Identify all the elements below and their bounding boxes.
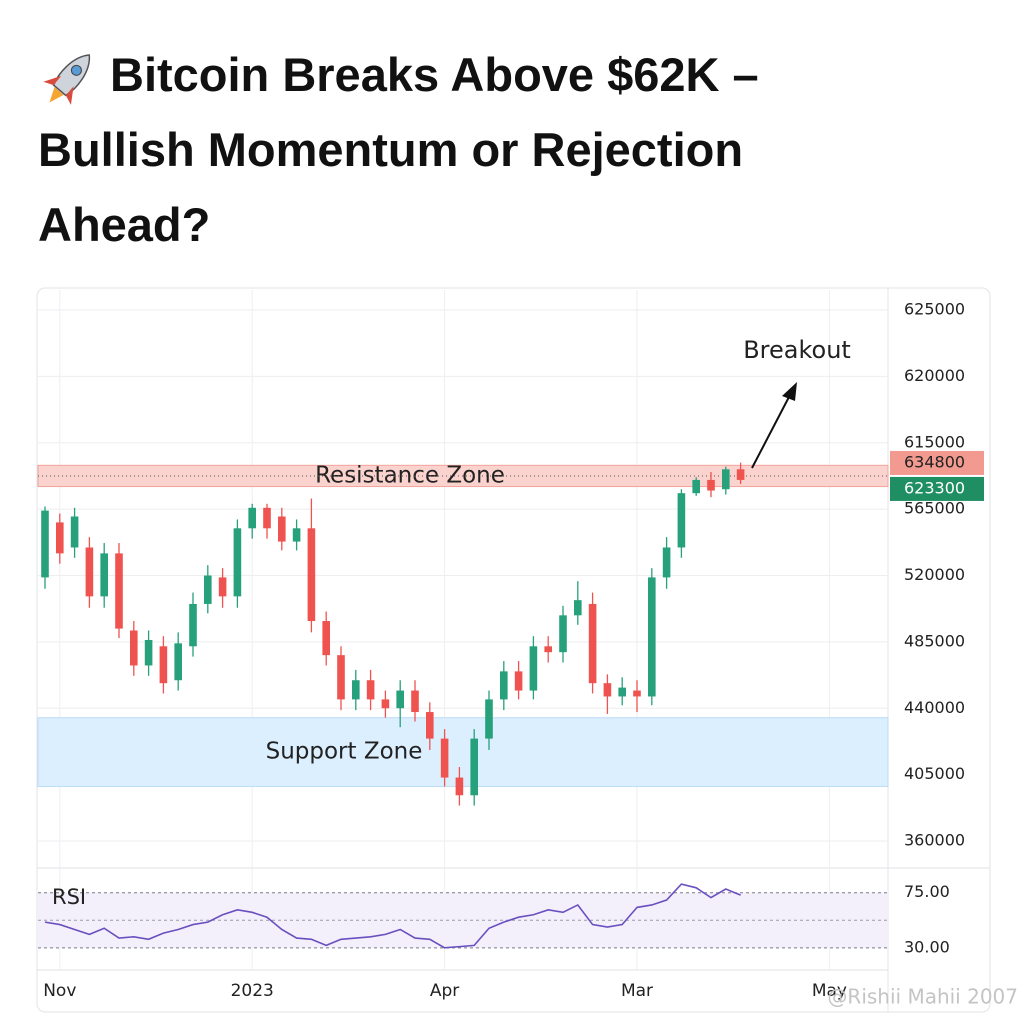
candle-body <box>440 738 449 778</box>
candle-body <box>485 699 493 739</box>
candle-body <box>677 493 686 548</box>
y-tick-label: 620000 <box>904 366 965 385</box>
candle-body <box>174 643 182 681</box>
price-label: 623300 <box>904 478 965 497</box>
candle-body <box>559 615 567 653</box>
x-tick-label: May <box>812 981 847 1001</box>
candle-body <box>70 516 79 548</box>
candle-body <box>159 646 168 684</box>
candle-body <box>366 680 375 700</box>
x-tick-label: Nov <box>43 981 76 1001</box>
candle-body <box>100 553 108 597</box>
candle-body <box>307 528 316 622</box>
candle-body <box>500 671 508 700</box>
price-label-box <box>890 450 984 475</box>
candle-body <box>337 655 345 700</box>
candle-body <box>396 690 404 709</box>
candle-body <box>692 479 700 494</box>
candle-body <box>322 621 330 656</box>
candle-body <box>218 577 227 597</box>
y-tick-label: 565000 <box>904 499 965 518</box>
candle-body <box>618 687 626 697</box>
candle-body <box>470 738 478 796</box>
zone-label: Support Zone <box>266 739 423 765</box>
candle-body <box>263 507 271 529</box>
x-tick-label: Apr <box>430 981 459 1001</box>
candle-body <box>292 528 301 542</box>
candle-body <box>278 516 286 542</box>
candle-body <box>707 479 715 491</box>
candle-body <box>56 522 64 554</box>
candle-body <box>603 683 612 697</box>
candle-body <box>736 469 745 480</box>
candle-body <box>514 671 523 691</box>
candle-body <box>144 639 153 666</box>
candle-body <box>648 577 656 697</box>
candle-body <box>588 603 597 684</box>
candle-body <box>633 690 641 697</box>
candle-body <box>662 547 671 578</box>
y-tick-label: 75.00 <box>904 882 950 901</box>
x-tick-label: Mar <box>621 981 653 1001</box>
candle-body <box>233 528 242 597</box>
y-tick-label: 625000 <box>904 300 965 319</box>
watermark: @Rishii Mahii 2007 <box>827 985 1018 1009</box>
y-tick-label: 405000 <box>904 764 965 783</box>
candle-body <box>381 699 390 709</box>
candle-body <box>130 630 138 666</box>
price-label-box <box>890 476 984 501</box>
candle-body <box>115 553 123 629</box>
candle-body <box>248 507 256 529</box>
y-tick-label: 485000 <box>904 631 965 650</box>
candle-body <box>85 547 94 597</box>
candle-body <box>189 603 197 647</box>
rocket-icon <box>43 54 91 105</box>
rsi-line <box>44 883 741 949</box>
candle-body <box>41 510 49 578</box>
candle-body <box>574 600 582 616</box>
breakout-arrow <box>751 382 797 469</box>
candle-body <box>204 575 212 604</box>
candle-body <box>455 777 464 796</box>
y-tick-label: 360000 <box>904 831 965 850</box>
y-tick-label: 30.00 <box>904 937 950 956</box>
candle-body <box>544 646 552 653</box>
rsi-label: RSI <box>52 885 86 909</box>
y-tick-label: 520000 <box>904 565 965 584</box>
y-tick-label: 615000 <box>904 432 965 451</box>
headline: Bitcoin Breaks Above $62K – Bullish Mome… <box>38 48 759 251</box>
zone <box>37 717 889 787</box>
candle-body <box>352 680 360 700</box>
candle-body <box>529 646 538 691</box>
x-tick-label: 2023 <box>231 981 274 1001</box>
annotation: Breakout <box>743 336 851 364</box>
candle-body <box>426 712 434 739</box>
candle-body <box>722 469 730 490</box>
candle-body <box>411 690 419 713</box>
price-label: 634800 <box>904 452 965 471</box>
y-tick-label: 440000 <box>904 698 965 717</box>
